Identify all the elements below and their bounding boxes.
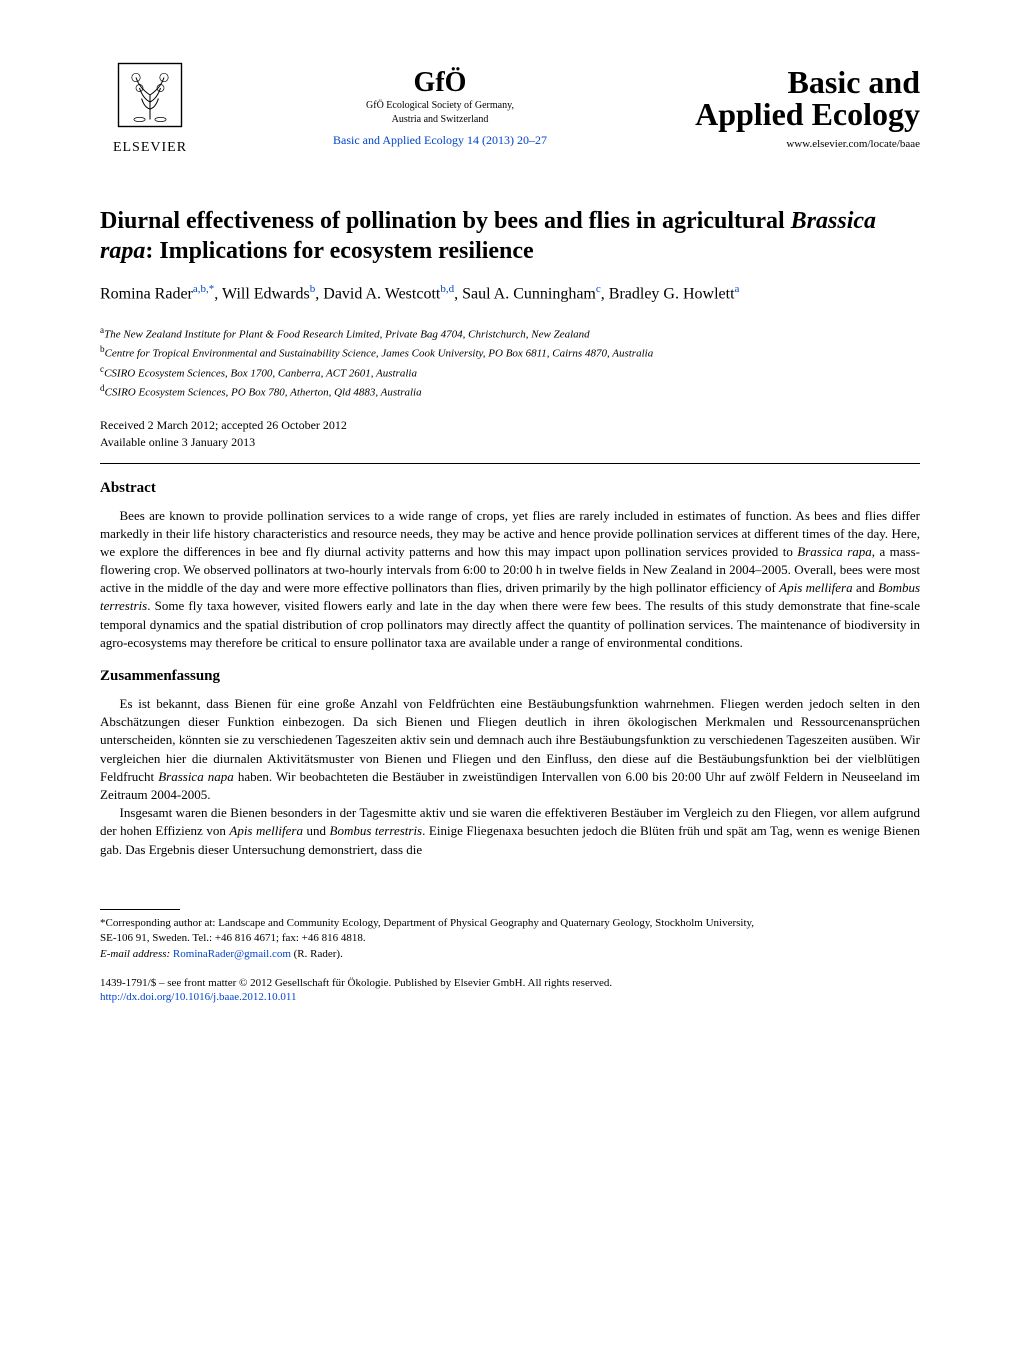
- journal-title-line2: Applied Ecology: [680, 98, 920, 130]
- article-title: Diurnal effectiveness of pollination by …: [100, 206, 920, 266]
- corresponding-line1: *Corresponding author at: Landscape and …: [100, 916, 920, 931]
- email-label: E-mail address:: [100, 948, 170, 960]
- affiliation-c: cCSIRO Ecosystem Sciences, Box 1700, Can…: [100, 363, 920, 382]
- society-block: GfÖ GfÖ Ecological Society of Germany, A…: [290, 69, 590, 148]
- journal-reference-link[interactable]: Basic and Applied Ecology 14 (2013) 20–2…: [290, 133, 590, 148]
- journal-title-line1: Basic and: [680, 66, 920, 98]
- affiliation-d: dCSIRO Ecosystem Sciences, PO Box 780, A…: [100, 382, 920, 401]
- journal-title-block: Basic and Applied Ecology www.elsevier.c…: [680, 66, 920, 150]
- affiliation-a: aThe New Zealand Institute for Plant & F…: [100, 324, 920, 343]
- article-dates: Received 2 March 2012; accepted 26 Octob…: [100, 417, 920, 451]
- society-name-line2: Austria and Switzerland: [290, 114, 590, 125]
- publisher-logo-block: ELSEVIER: [100, 60, 200, 156]
- horizontal-rule: [100, 463, 920, 464]
- elsevier-tree-icon: [115, 60, 185, 135]
- email-suffix: (R. Rader).: [291, 948, 343, 960]
- page-header: ELSEVIER GfÖ GfÖ Ecological Society of G…: [100, 60, 920, 156]
- doi-link[interactable]: http://dx.doi.org/10.1016/j.baae.2012.10…: [100, 991, 920, 1003]
- abstract-text: Bees are known to provide pollination se…: [100, 507, 920, 653]
- online-date: Available online 3 January 2013: [100, 434, 920, 451]
- affiliations: aThe New Zealand Institute for Plant & F…: [100, 324, 920, 401]
- corresponding-author-footnote: *Corresponding author at: Landscape and …: [100, 916, 920, 962]
- corresponding-line2: SE-106 91, Sweden. Tel.: +46 816 4671; f…: [100, 931, 920, 946]
- email-line: E-mail address: RominaRader@gmail.com (R…: [100, 947, 920, 962]
- journal-url: www.elsevier.com/locate/baae: [680, 138, 920, 150]
- footnote-separator: [100, 909, 180, 910]
- society-name-line1: GfÖ Ecological Society of Germany,: [290, 100, 590, 111]
- received-accepted-dates: Received 2 March 2012; accepted 26 Octob…: [100, 417, 920, 434]
- zusammenfassung-para2: Insgesamt waren die Bienen besonders in …: [100, 804, 920, 859]
- author-list: Romina Radera,b,*, Will Edwardsb, David …: [100, 281, 920, 306]
- zusammenfassung-heading: Zusammenfassung: [100, 668, 920, 685]
- affiliation-b: bCentre for Tropical Environmental and S…: [100, 343, 920, 362]
- copyright-line: 1439-1791/$ – see front matter © 2012 Ge…: [100, 976, 920, 991]
- society-logo-text: GfÖ: [290, 69, 590, 97]
- zusammenfassung-para1: Es ist bekannt, dass Bienen für eine gro…: [100, 695, 920, 804]
- publisher-name: ELSEVIER: [113, 140, 187, 156]
- email-link[interactable]: RominaRader@gmail.com: [173, 948, 291, 960]
- abstract-heading: Abstract: [100, 480, 920, 497]
